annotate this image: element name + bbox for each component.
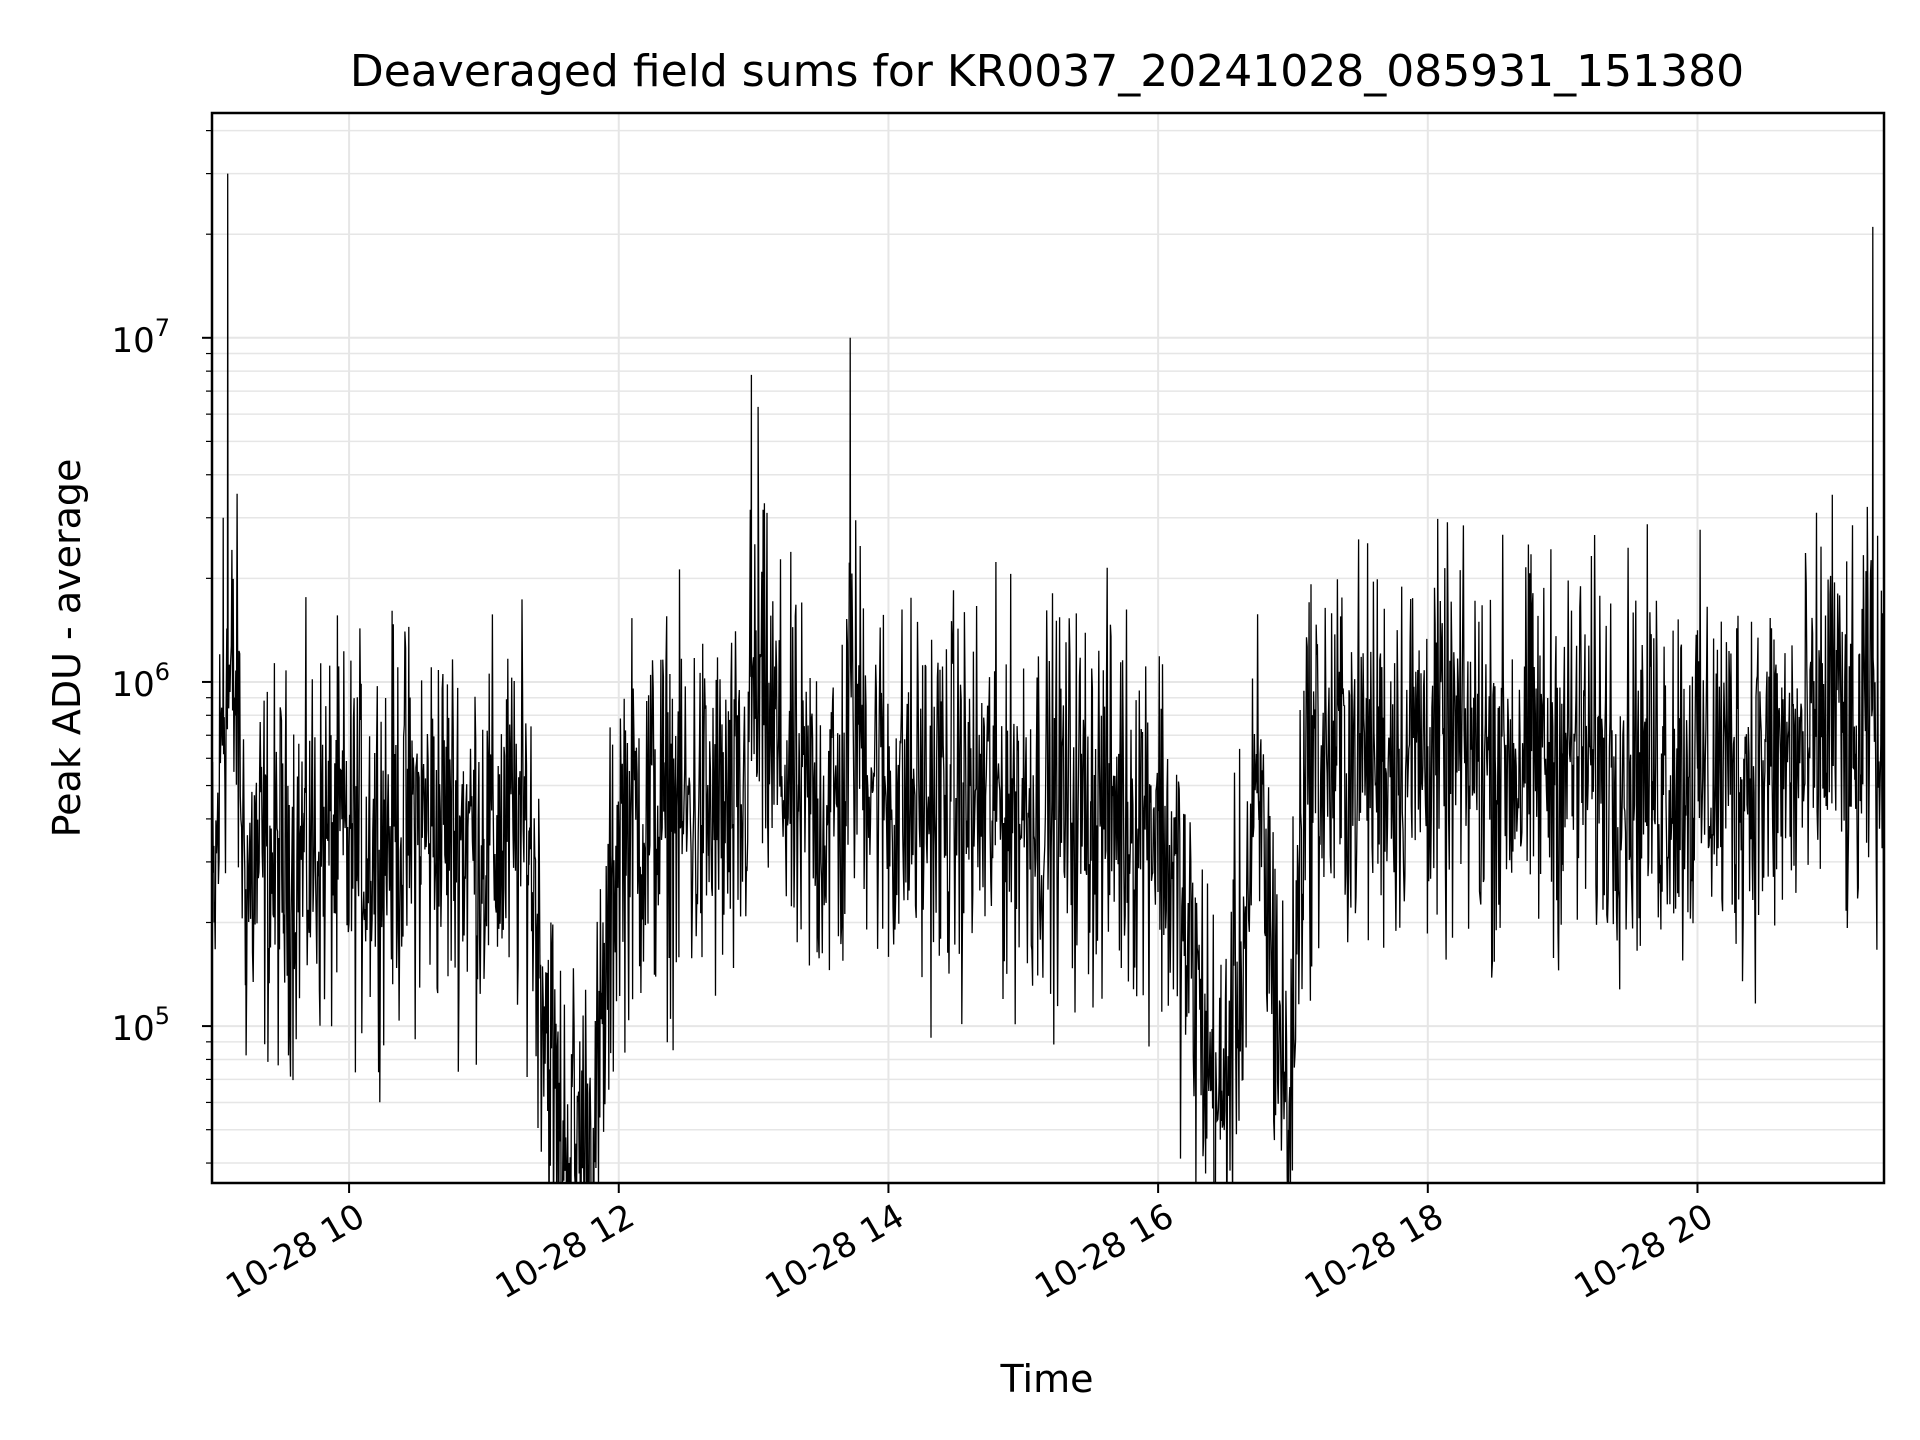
y-axis-label: Peak ADU - average — [45, 459, 89, 838]
chart-title: Deaveraged field sums for KR0037_2024102… — [350, 46, 1744, 97]
x-tick-labels: 10-28 10 10-28 12 10-28 14 10-28 16 10-28 18… — [219, 1196, 1720, 1307]
y-tick-label: 105 — [111, 1002, 170, 1049]
x-tick-label: 10-28 18 — [1298, 1196, 1450, 1307]
plot-frame — [210, 111, 1886, 1185]
x-axis-label: Time — [1000, 1357, 1094, 1401]
x-tick-label: 10-28 14 — [759, 1196, 911, 1307]
series-line — [212, 173, 1884, 1183]
y-tick-labels: 105 106 107 — [111, 314, 170, 1049]
x-tick-label: 10-28 16 — [1028, 1196, 1180, 1307]
x-tick-label: 10-28 12 — [489, 1196, 641, 1307]
x-tick-label: 10-28 10 — [219, 1196, 371, 1307]
axis-ticks — [202, 130, 1699, 1193]
x-tick-label: 10-28 20 — [1568, 1196, 1720, 1307]
y-tick-label: 107 — [111, 314, 170, 361]
y-tick-label: 106 — [111, 658, 170, 705]
